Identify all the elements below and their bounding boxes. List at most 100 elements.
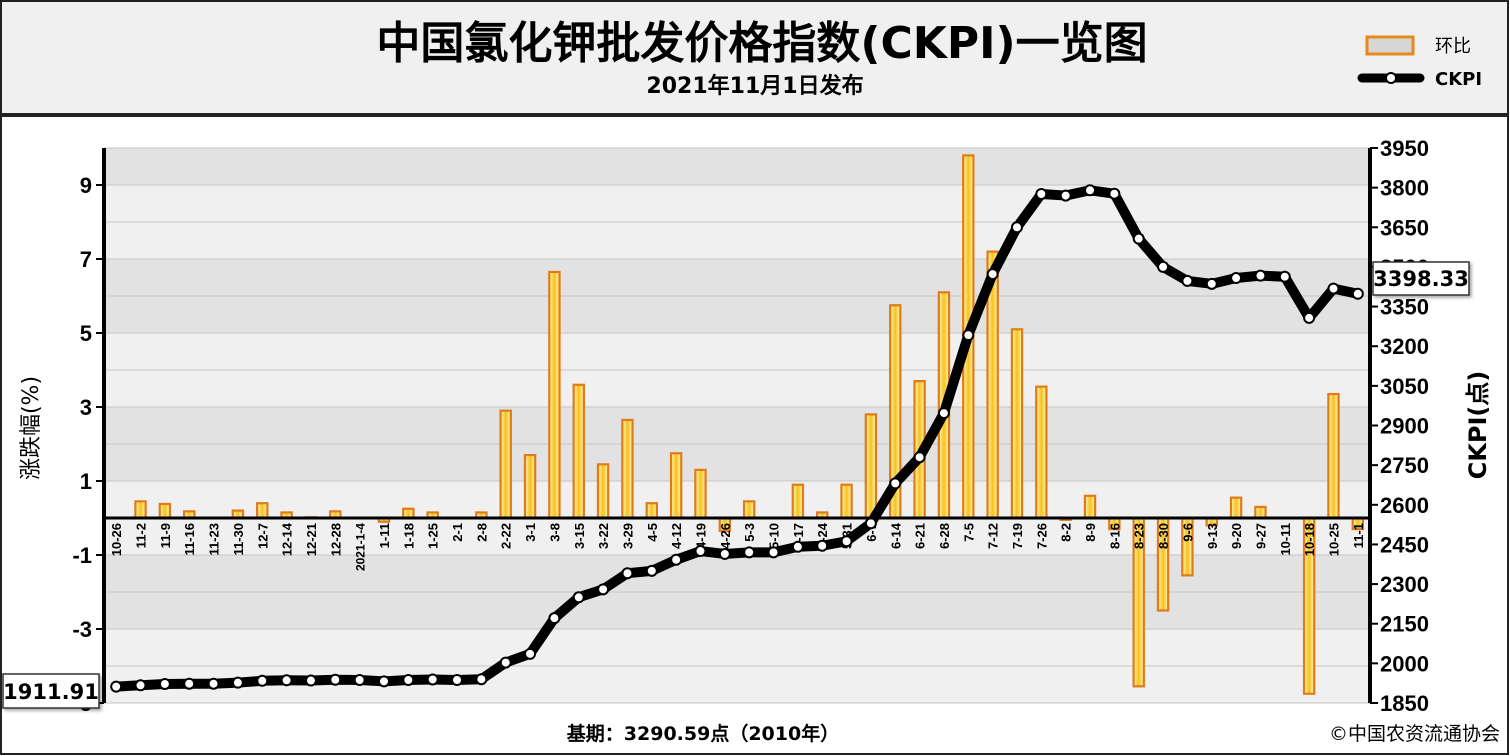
legend-bar-swatch (1365, 35, 1415, 56)
x-tick-label: 4-12 (669, 523, 684, 549)
right-tick-label: 2150 (1380, 612, 1429, 637)
ckpi-point-7-5 (962, 329, 975, 342)
ckpi-point-3-1 (524, 647, 537, 660)
ckpi-point-4-5 (645, 564, 658, 577)
ckpi-point-4-26 (718, 547, 731, 560)
last-value-callout (1372, 261, 1470, 296)
bar-5-31 (840, 483, 853, 520)
x-tick-label: 8-9 (1083, 523, 1098, 542)
x-tick-label: 3-1 (523, 523, 538, 542)
ckpi-point-1-11 (377, 675, 390, 688)
x-tick-label: 3-29 (620, 523, 635, 549)
right-tick-label: 2300 (1380, 572, 1429, 597)
ckpi-point-11-9 (158, 677, 171, 690)
first-value-label: 1911.91 (3, 680, 99, 704)
x-tick-label: 11-30 (231, 523, 246, 556)
ckpi-point-7-19 (1010, 221, 1023, 234)
bar-7-26 (1035, 385, 1048, 520)
ckpi-point-3-29 (621, 567, 634, 580)
ckpi-point-10-25 (1327, 282, 1340, 295)
line-series (110, 184, 1364, 693)
x-tick-label: 12-28 (328, 523, 343, 556)
ckpi-point-1-25 (426, 673, 439, 686)
ckpi-point-7-12 (986, 268, 999, 281)
x-tick-label: 4-26 (718, 523, 733, 549)
last-value-label: 3398.33 (1373, 267, 1469, 291)
x-tick-label: 5-3 (742, 523, 757, 542)
bar-9-27 (1254, 505, 1267, 520)
ckpi-point-9-27 (1254, 269, 1267, 282)
legend-line-label: CKPI (1435, 69, 1482, 90)
right-tick-label: 3350 (1380, 295, 1429, 320)
ckpi-point-5-3 (743, 546, 756, 559)
ckpi-point-9-13 (1205, 277, 1218, 290)
left-tick-label: 1 (80, 469, 92, 494)
right-axis-ticks: 3950380036503500335032003050290027502600… (1370, 136, 1429, 716)
x-tick-label: 9-27 (1253, 523, 1268, 549)
right-tick-label: 3650 (1380, 215, 1429, 240)
x-tick-label: 9-6 (1180, 523, 1195, 542)
x-tick-label: 4-19 (693, 523, 708, 549)
x-tick-label: 2021-1-4 (354, 523, 368, 571)
left-tick-label: -1 (72, 543, 92, 568)
x-tick-label: 6-14 (888, 522, 903, 549)
right-tick-label: 2600 (1380, 493, 1429, 518)
ckpi-point-1-18 (402, 674, 415, 687)
x-tick-label: 1-18 (401, 523, 416, 549)
x-tick-label: 10-18 (1302, 523, 1317, 556)
ckpi-point-6-7 (864, 517, 877, 530)
x-tick-label: 9-13 (1205, 523, 1220, 549)
grid-band (104, 148, 1370, 185)
x-tick-label: 7-19 (1010, 523, 1025, 549)
ckpi-point-2-8 (475, 673, 488, 686)
bar-3-1 (523, 454, 537, 520)
x-tick-label: 12-7 (255, 523, 270, 549)
x-tick-label: 7-5 (961, 523, 976, 542)
ckpi-point-11-23 (207, 677, 220, 690)
ckpi-point-12-21 (304, 674, 317, 687)
x-tick-label: 6-28 (937, 523, 952, 549)
ckpi-point-11-16 (183, 677, 196, 690)
x-tick-label: 1-11 (377, 523, 392, 548)
left-tick-label: -3 (72, 617, 92, 642)
ckpi-point-2021-1-4 (353, 674, 366, 687)
x-tick-label: 4-5 (645, 523, 660, 542)
x-tick-label: 10-25 (1326, 523, 1341, 556)
footer-base-period: 基期：3290.59点（2010年） (566, 722, 839, 745)
chart-subtitle: 2021年11月1日发布 (646, 73, 863, 99)
left-tick-label: 5 (80, 321, 92, 346)
ckpi-point-5-31 (840, 535, 853, 548)
ckpi-point-12-28 (329, 673, 342, 686)
right-tick-label: 2750 (1380, 453, 1429, 478)
ckpi-point-12-7 (256, 674, 269, 687)
x-tick-label: 6-21 (913, 523, 928, 549)
legend-bar-label: 环比 (1435, 36, 1471, 57)
bar-2-22 (499, 409, 512, 520)
bar-3-8 (548, 270, 561, 520)
chart-title: 中国氯化钾批发价格指数(CKPI)一览图 (376, 18, 1147, 69)
x-tick-label: 2-8 (474, 523, 489, 542)
bar-3-22 (596, 463, 610, 520)
bar-3-29 (621, 418, 634, 520)
header-panel (0, 0, 1509, 115)
ckpi-point-8-23 (1132, 232, 1145, 245)
ckpi-point-4-12 (670, 553, 683, 566)
ckpi-point-8-2 (1059, 189, 1072, 202)
ckpi-point-6-28 (937, 407, 950, 420)
bar-11-9 (158, 502, 172, 520)
ckpi-point-3-22 (597, 583, 610, 596)
bar-3-15 (572, 383, 585, 520)
bar-4-5 (645, 502, 659, 520)
ckpi-point-8-30 (1157, 260, 1170, 273)
ckpi-point-7-26 (1035, 187, 1048, 200)
ckpi-point-5-17 (791, 540, 804, 553)
left-tick-label: 3 (80, 395, 92, 420)
ckpi-point-10-11 (1278, 270, 1291, 283)
bar-4-12 (669, 452, 683, 520)
x-tick-label: 1-25 (426, 523, 441, 549)
ckpi-point-2-22 (499, 656, 512, 669)
x-tick-label: 11-9 (158, 523, 173, 548)
bar-6-7 (864, 413, 878, 520)
x-tick-label: 3-15 (572, 523, 587, 549)
bar-7-19 (1010, 328, 1024, 520)
